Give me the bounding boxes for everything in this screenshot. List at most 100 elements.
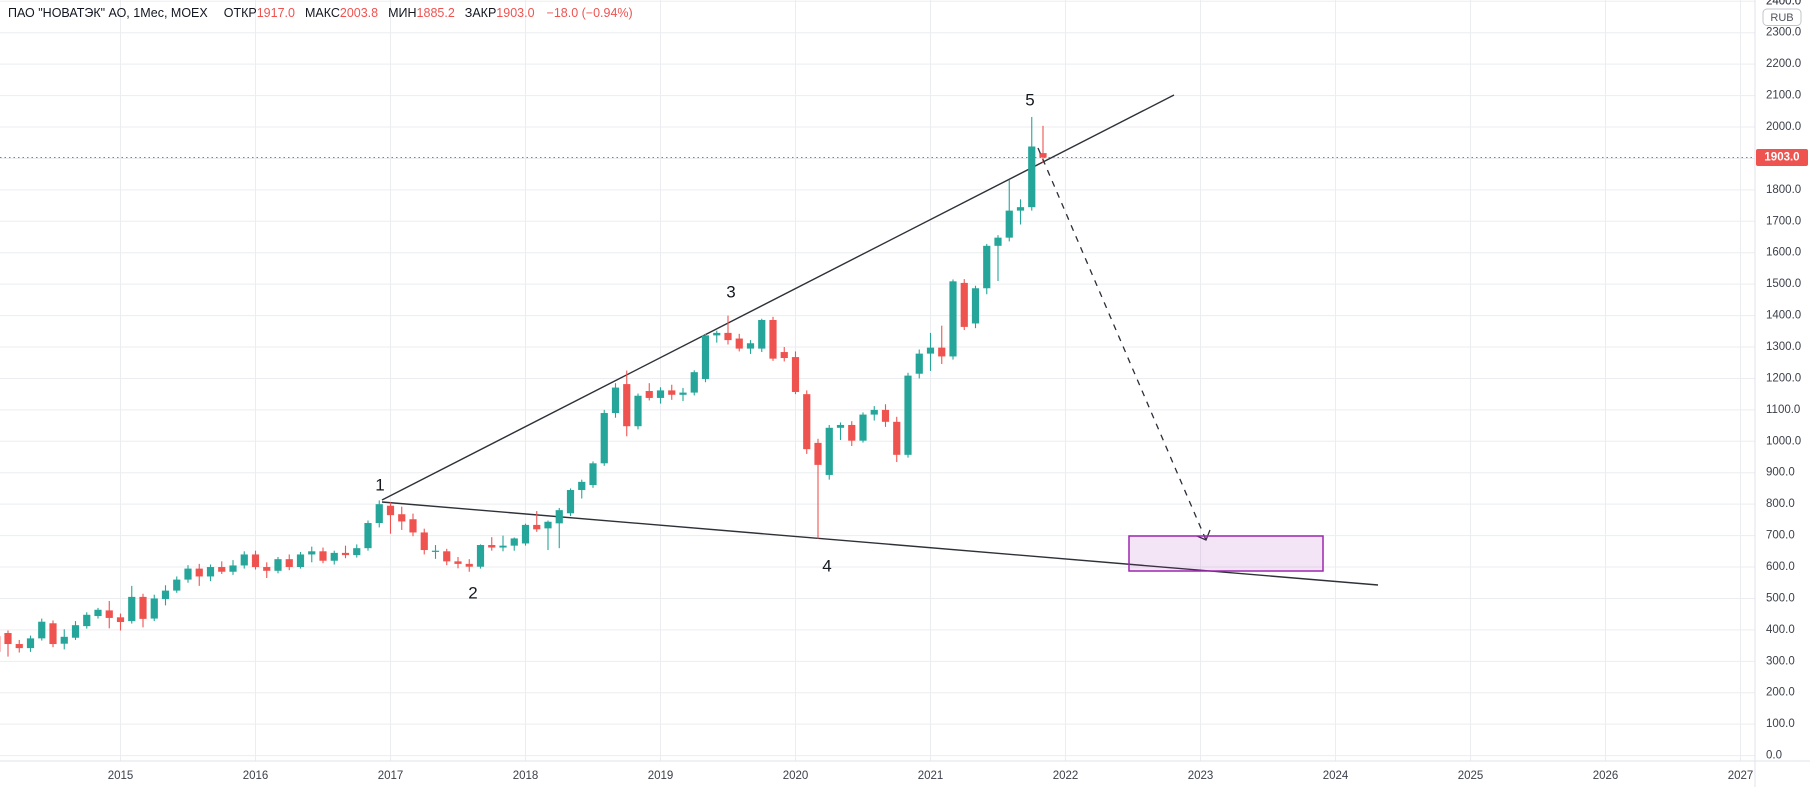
time-axis[interactable]: 2015 2016 2017 2018 2019 2020 2021 2022 2023 2024… xyxy=(0,760,1810,782)
candle-body xyxy=(465,563,473,567)
candle-body xyxy=(94,609,102,617)
candle xyxy=(803,390,811,454)
candle xyxy=(701,333,710,383)
candle-body xyxy=(229,565,237,572)
candle-body xyxy=(499,545,507,548)
candle xyxy=(330,550,338,565)
arrow-head-icon xyxy=(1196,529,1211,541)
candle xyxy=(60,629,68,650)
open-value: 1917.0 xyxy=(256,6,295,20)
candle xyxy=(656,387,665,404)
candle xyxy=(623,370,631,437)
candle xyxy=(724,315,732,345)
candle xyxy=(443,548,451,566)
price-axis[interactable]: 0.0 100.0 200.0 300.0 400.0 500.0 600.0 700.0 80… xyxy=(1754,0,1808,787)
candle xyxy=(251,550,260,570)
candle xyxy=(1016,199,1025,225)
candle-body xyxy=(206,567,215,577)
candle-body xyxy=(319,551,327,561)
candle xyxy=(409,513,417,537)
candle-body xyxy=(611,387,620,414)
candle xyxy=(161,585,170,606)
candle-body xyxy=(769,319,777,359)
wave-label-2[interactable]: 2 xyxy=(468,584,477,603)
last-price-tag-value: 1903.0 xyxy=(1764,152,1799,164)
candle xyxy=(611,383,620,418)
price-axis-label: 2000.0 xyxy=(1766,121,1801,133)
candle-body xyxy=(341,552,350,556)
candle xyxy=(904,372,912,458)
candle xyxy=(1039,125,1047,164)
candle xyxy=(600,409,608,466)
candle xyxy=(746,340,755,354)
candle-body xyxy=(83,614,91,627)
price-axis-label: 1700.0 xyxy=(1766,215,1801,227)
time-axis-labels: 2015 2016 2017 2018 2019 2020 2021 2022 2023 2024… xyxy=(108,770,1754,782)
time-axis-label: 2026 xyxy=(1593,770,1619,782)
currency-badge-frame xyxy=(1762,8,1802,26)
candle xyxy=(105,600,113,629)
price-axis-label: 700.0 xyxy=(1766,530,1795,542)
candle xyxy=(274,556,282,574)
candle-body xyxy=(173,579,181,591)
price-axis-label: 400.0 xyxy=(1766,624,1795,636)
gridlines xyxy=(0,0,1755,761)
low-label: МИН xyxy=(388,6,417,20)
candle xyxy=(285,554,293,571)
candle xyxy=(713,330,721,343)
last-price-tag-bg xyxy=(1756,149,1808,167)
candle xyxy=(960,279,968,331)
price-axis-label: 2100.0 xyxy=(1766,90,1801,102)
candle xyxy=(4,630,12,657)
wave-label-3[interactable]: 3 xyxy=(726,283,735,302)
candle xyxy=(488,537,496,551)
candle xyxy=(26,635,35,652)
candle xyxy=(454,556,462,569)
price-axis-label: 600.0 xyxy=(1766,561,1795,573)
upper-wedge-line[interactable] xyxy=(381,94,1175,501)
candle-body xyxy=(679,392,687,395)
time-axis-label: 2016 xyxy=(243,770,269,782)
time-axis-label: 2022 xyxy=(1053,770,1079,782)
wave-label-4[interactable]: 4 xyxy=(822,557,831,576)
currency-badge-label: RUB xyxy=(1770,12,1793,24)
target-price-box[interactable] xyxy=(1128,535,1324,572)
candle xyxy=(521,523,530,546)
candle-body xyxy=(285,559,293,568)
close-label: ЗАКР xyxy=(464,6,497,20)
candle-body xyxy=(578,481,586,491)
candle-body xyxy=(825,427,833,475)
candle xyxy=(150,594,158,622)
time-axis-label: 2023 xyxy=(1188,770,1214,782)
candle xyxy=(499,535,507,552)
price-axis-label: 1500.0 xyxy=(1766,278,1801,290)
wave-label-1[interactable]: 1 xyxy=(375,476,384,495)
candle-body xyxy=(803,394,811,450)
candle xyxy=(71,621,80,640)
candle-body xyxy=(893,421,901,455)
candle xyxy=(308,546,316,563)
candle xyxy=(510,537,518,551)
candle xyxy=(566,488,575,517)
currency-badge[interactable]: RUB xyxy=(1762,8,1802,26)
wave-label-5[interactable]: 5 xyxy=(1025,91,1034,110)
symbol-title[interactable]: ПАО "НОВАТЭК" АО, 1Мес, MOEX xyxy=(8,6,208,20)
candle xyxy=(814,438,822,539)
candle xyxy=(870,406,878,421)
price-axis-label: 2200.0 xyxy=(1766,58,1801,70)
time-axis-label: 2025 xyxy=(1458,770,1484,782)
candle xyxy=(836,422,845,441)
candle-body xyxy=(746,343,755,349)
candle xyxy=(139,593,147,628)
candle xyxy=(386,502,395,534)
candle-body xyxy=(420,532,428,551)
candle-body xyxy=(150,598,158,619)
time-axis-label: 2027 xyxy=(1728,770,1754,782)
candle xyxy=(881,404,890,427)
candle xyxy=(533,511,541,532)
candle xyxy=(49,620,57,648)
candle xyxy=(893,416,901,463)
time-axis-label: 2019 xyxy=(648,770,674,782)
candle xyxy=(634,393,642,430)
candle-body xyxy=(128,596,136,622)
